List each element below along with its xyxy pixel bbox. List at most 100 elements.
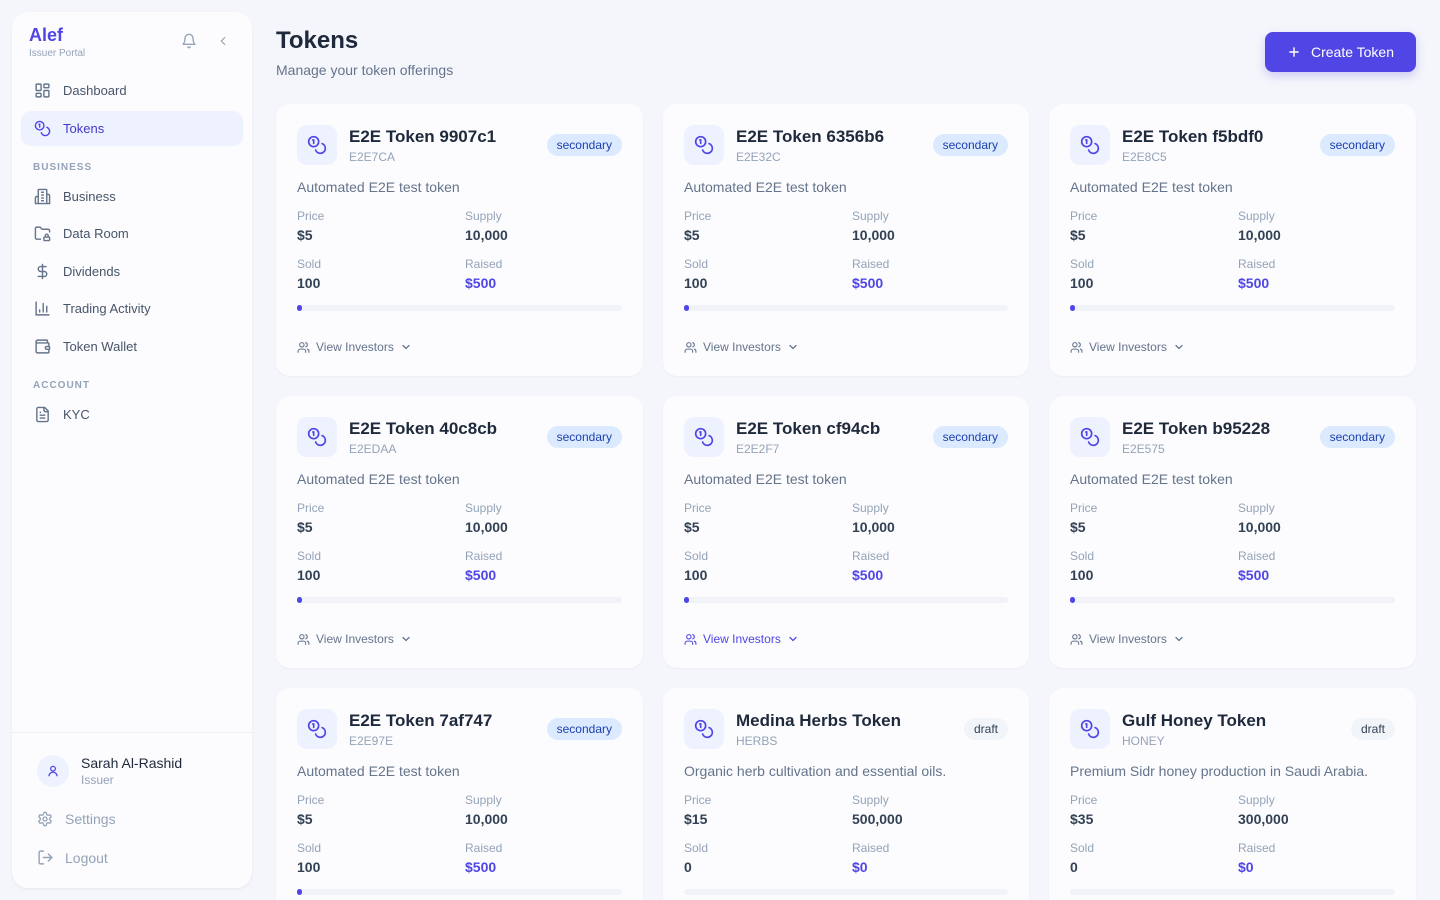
- token-card[interactable]: E2E Token 9907c1 E2E7CA secondary Automa…: [276, 104, 643, 376]
- supply-stat: Supply 500,000: [852, 793, 903, 827]
- price-stat: Price $15: [684, 793, 711, 827]
- token-name: E2E Token b95228: [1122, 419, 1271, 438]
- token-card[interactable]: E2E Token 7af747 E2E97E secondary Automa…: [276, 688, 643, 900]
- supply-label: Supply: [1238, 793, 1275, 807]
- token-description: Automated E2E test token: [297, 763, 460, 779]
- collapse-sidebar-icon[interactable]: [214, 32, 232, 50]
- sold-stat: Sold 0: [1070, 841, 1094, 875]
- price-stat: Price $5: [684, 501, 711, 535]
- view-investors-toggle[interactable]: View Investors: [297, 632, 412, 646]
- create-token-label: Create Token: [1310, 44, 1394, 60]
- price-label: Price: [297, 501, 325, 515]
- supply-stat: Supply 300,000: [1238, 793, 1289, 827]
- sidebar-item-business[interactable]: Business: [21, 179, 243, 214]
- raised-value: $500: [465, 859, 497, 875]
- sidebar-item-trading-activity[interactable]: Trading Activity: [21, 291, 243, 326]
- progress-fill: [297, 889, 302, 895]
- coins-icon: [1070, 125, 1110, 165]
- raised-value: $500: [1238, 275, 1270, 291]
- create-token-button[interactable]: Create Token: [1265, 32, 1416, 72]
- price-value: $5: [297, 227, 313, 243]
- status-badge: secondary: [1319, 426, 1395, 448]
- price-value: $5: [297, 811, 313, 827]
- sales-progress-bar: [297, 305, 622, 311]
- wallet-icon: [33, 337, 51, 355]
- sold-stat: Sold 100: [684, 257, 708, 291]
- token-name: E2E Token cf94cb: [736, 419, 881, 438]
- token-description: Automated E2E test token: [297, 471, 460, 487]
- token-card[interactable]: E2E Token 40c8cb E2EDAA secondary Automa…: [276, 396, 643, 668]
- logout-link[interactable]: Logout: [37, 849, 108, 866]
- view-investors-toggle[interactable]: View Investors: [684, 340, 799, 354]
- token-card[interactable]: Medina Herbs Token HERBS draft Organic h…: [663, 688, 1029, 900]
- raised-label: Raised: [1238, 549, 1276, 563]
- price-label: Price: [1070, 501, 1098, 515]
- supply-stat: Supply 10,000: [465, 209, 508, 243]
- users-icon: [1070, 341, 1083, 353]
- users-icon: [297, 341, 310, 353]
- supply-label: Supply: [465, 209, 502, 223]
- users-icon: [297, 633, 310, 645]
- view-investors-toggle[interactable]: View Investors: [1070, 340, 1185, 354]
- sold-value: 100: [1070, 567, 1094, 583]
- bell-icon[interactable]: [180, 32, 198, 50]
- price-value: $5: [297, 519, 313, 535]
- sold-label: Sold: [1070, 257, 1095, 271]
- view-investors-toggle[interactable]: View Investors: [1070, 632, 1185, 646]
- coins-icon: [297, 417, 337, 457]
- view-investors-toggle[interactable]: View Investors: [297, 340, 412, 354]
- document-icon: [33, 405, 51, 423]
- token-card[interactable]: E2E Token b95228 E2E575 secondary Automa…: [1049, 396, 1416, 668]
- sold-stat: Sold 100: [684, 549, 708, 583]
- token-card[interactable]: Gulf Honey Token HONEY draft Premium Sid…: [1049, 688, 1416, 900]
- token-code: E2E32C: [736, 150, 781, 164]
- page-subtitle: Manage your token offerings: [276, 62, 454, 78]
- sidebar-item-label: Dividends: [63, 263, 121, 279]
- token-description: Organic herb cultivation and essential o…: [684, 763, 947, 779]
- supply-value: 10,000: [1238, 227, 1281, 243]
- supply-stat: Supply 10,000: [465, 501, 508, 535]
- view-investors-toggle[interactable]: View Investors: [684, 632, 799, 646]
- price-label: Price: [1070, 793, 1098, 807]
- sidebar-item-token-wallet[interactable]: Token Wallet: [21, 329, 243, 364]
- bar-chart-icon: [33, 300, 51, 318]
- chevron-down-icon: [1175, 636, 1183, 642]
- price-label: Price: [684, 209, 712, 223]
- token-name: E2E Token 6356b6: [736, 127, 885, 146]
- sold-value: 100: [684, 567, 708, 583]
- price-value: $15: [684, 811, 708, 827]
- raised-label: Raised: [852, 841, 890, 855]
- raised-stat: Raised $500: [1238, 549, 1275, 583]
- chevron-down-icon: [402, 636, 410, 642]
- sidebar-item-dividends[interactable]: Dividends: [21, 254, 243, 289]
- sold-value: 100: [1070, 275, 1094, 291]
- supply-label: Supply: [465, 793, 502, 807]
- progress-fill: [297, 597, 302, 603]
- price-label: Price: [297, 209, 325, 223]
- status-badge: secondary: [932, 426, 1008, 448]
- raised-label: Raised: [1238, 841, 1276, 855]
- price-label: Price: [684, 501, 712, 515]
- raised-label: Raised: [1238, 257, 1276, 271]
- price-stat: Price $5: [1070, 501, 1097, 535]
- view-investors-label: View Investors: [703, 340, 781, 354]
- token-card[interactable]: E2E Token 6356b6 E2E32C secondary Automa…: [663, 104, 1029, 376]
- price-stat: Price $5: [684, 209, 711, 243]
- user-profile[interactable]: Sarah Al-Rashid Issuer: [37, 755, 182, 787]
- status-badge: secondary: [1319, 134, 1395, 156]
- token-card[interactable]: E2E Token cf94cb E2E2F7 secondary Automa…: [663, 396, 1029, 668]
- sidebar-item-tokens[interactable]: Tokens: [21, 110, 243, 146]
- sidebar-item-kyc[interactable]: KYC: [21, 397, 243, 432]
- sidebar-item-data-room[interactable]: Data Room: [21, 216, 243, 251]
- raised-label: Raised: [465, 549, 503, 563]
- supply-stat: Supply 10,000: [465, 793, 508, 827]
- token-card[interactable]: E2E Token f5bdf0 E2E8C5 secondary Automa…: [1049, 104, 1416, 376]
- raised-value: $500: [465, 275, 497, 291]
- supply-label: Supply: [852, 209, 889, 223]
- settings-link[interactable]: Settings: [37, 811, 116, 827]
- price-value: $5: [1070, 227, 1086, 243]
- sold-label: Sold: [1070, 549, 1095, 563]
- sidebar-item-dashboard[interactable]: Dashboard: [21, 73, 243, 108]
- token-code: E2E575: [1122, 442, 1165, 456]
- sold-value: 100: [297, 275, 321, 291]
